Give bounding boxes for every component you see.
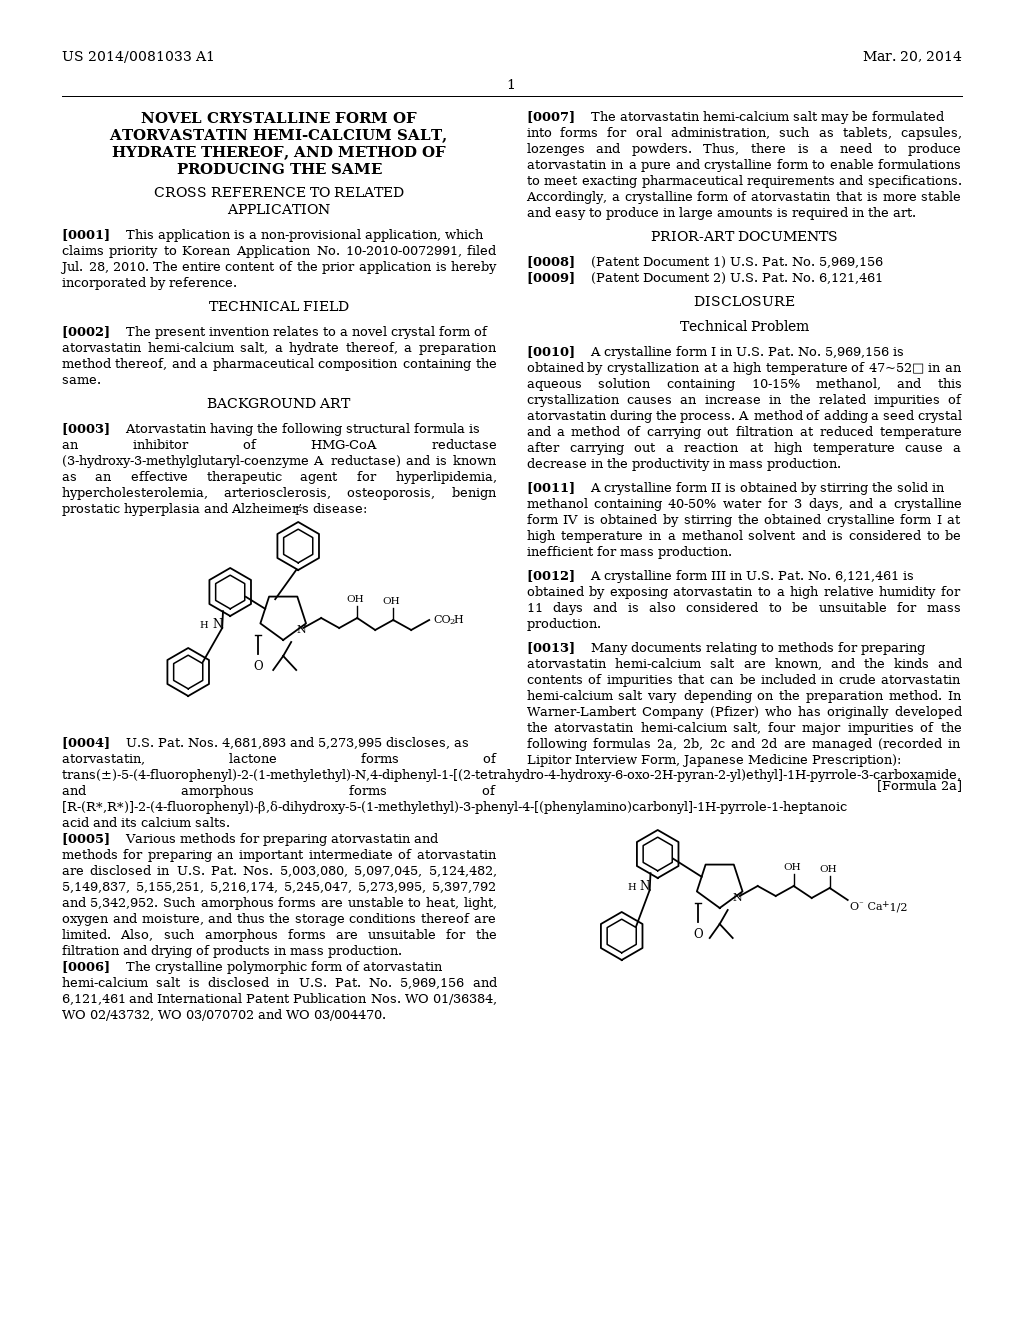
Text: F: F: [294, 507, 302, 517]
Text: N: N: [640, 880, 650, 894]
Text: OH: OH: [819, 865, 837, 874]
Text: O: O: [253, 660, 263, 673]
Text: H: H: [200, 620, 208, 630]
Text: H: H: [627, 883, 636, 891]
Text: H: H: [454, 615, 463, 624]
Text: ⁻: ⁻: [859, 900, 863, 909]
Text: +: +: [881, 900, 888, 909]
Text: N: N: [733, 894, 742, 903]
Text: OH: OH: [382, 597, 400, 606]
Text: OH: OH: [783, 863, 801, 873]
Text: 2: 2: [450, 618, 455, 626]
Text: CO: CO: [433, 615, 451, 624]
Text: O: O: [850, 902, 859, 912]
Text: OH: OH: [346, 595, 364, 605]
Text: 1/2: 1/2: [886, 902, 907, 912]
Text: Ca: Ca: [863, 902, 883, 912]
Text: O: O: [693, 928, 702, 941]
Text: N: N: [296, 624, 306, 635]
Text: N: N: [212, 619, 222, 631]
